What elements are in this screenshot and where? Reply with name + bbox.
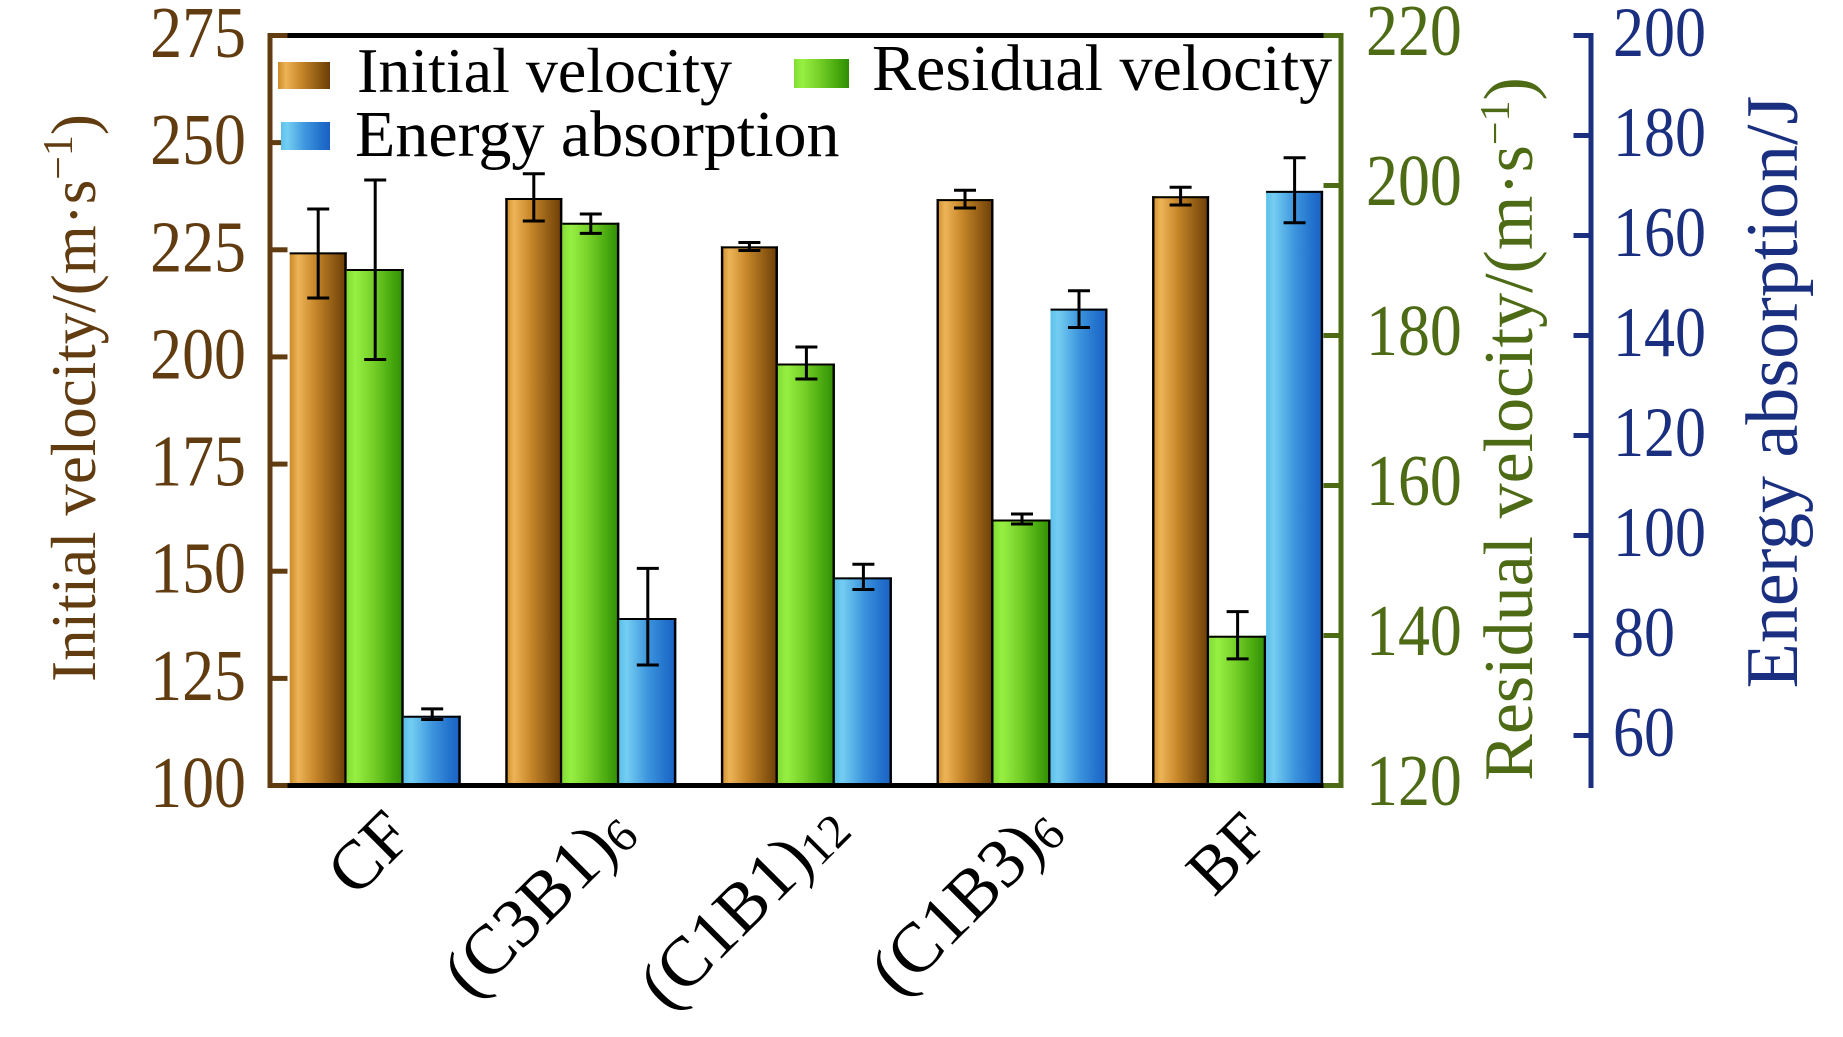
- svg-text:140: 140: [1366, 590, 1462, 671]
- svg-text:Energy absorption/J: Energy absorption/J: [1732, 96, 1814, 689]
- svg-text:200: 200: [1613, 0, 1706, 72]
- svg-text:Initial velocity: Initial velocity: [357, 35, 732, 106]
- svg-text:120: 120: [1613, 393, 1706, 472]
- svg-text:150: 150: [150, 528, 246, 609]
- svg-text:275: 275: [150, 0, 246, 73]
- svg-text:Residual velocity: Residual velocity: [872, 32, 1332, 105]
- svg-text:180: 180: [1613, 93, 1706, 172]
- svg-text:120: 120: [1366, 740, 1462, 821]
- svg-text:Energy absorption: Energy absorption: [355, 98, 840, 171]
- svg-text:100: 100: [150, 742, 246, 823]
- svg-text:160: 160: [1613, 193, 1706, 272]
- svg-text:Residual velocity/(m·s−1): Residual velocity/(m·s−1): [1471, 77, 1548, 781]
- svg-text:100: 100: [1613, 493, 1706, 572]
- svg-text:80: 80: [1613, 593, 1675, 672]
- svg-text:175: 175: [150, 421, 246, 502]
- svg-text:160: 160: [1366, 440, 1462, 521]
- svg-text:60: 60: [1613, 693, 1675, 772]
- svg-text:180: 180: [1366, 290, 1462, 371]
- svg-text:Initial velocity/(m·s−1): Initial velocity/(m·s−1): [36, 114, 109, 682]
- svg-text:125: 125: [150, 635, 246, 716]
- svg-text:220: 220: [1366, 0, 1462, 71]
- svg-text:200: 200: [1366, 140, 1462, 221]
- svg-text:250: 250: [150, 99, 246, 180]
- svg-text:225: 225: [150, 206, 246, 287]
- svg-text:200: 200: [150, 313, 246, 394]
- svg-text:140: 140: [1613, 293, 1706, 372]
